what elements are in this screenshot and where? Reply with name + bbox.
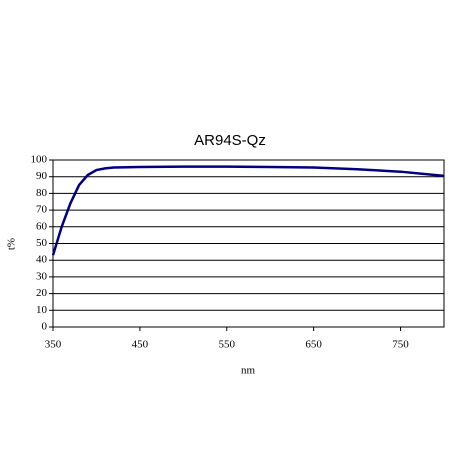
x-tick-label: 650: [305, 339, 322, 351]
y-tick-label: 70: [36, 204, 48, 216]
y-tick-label: 80: [36, 187, 48, 199]
x-tick-label: 750: [392, 339, 409, 351]
y-tick-label: 50: [36, 237, 48, 249]
y-tick-label: 40: [36, 254, 48, 266]
x-tick-label: 450: [132, 339, 149, 351]
y-tick-label: 90: [36, 170, 48, 182]
data-line: [51, 165, 445, 256]
x-tick-label: 350: [45, 339, 62, 351]
x-axis-label: nm: [241, 365, 256, 377]
y-tick-label: 60: [36, 220, 48, 232]
y-axis-label: t%: [6, 238, 18, 250]
chart-title: AR94S-Qz: [194, 132, 266, 149]
y-tick-label: 30: [36, 270, 48, 282]
x-tick-label: 550: [219, 339, 236, 351]
y-tick-label: 0: [42, 321, 48, 333]
y-tick-label: 20: [36, 287, 48, 299]
y-tick-label: 100: [31, 154, 48, 166]
y-tick-label: 10: [36, 304, 48, 316]
